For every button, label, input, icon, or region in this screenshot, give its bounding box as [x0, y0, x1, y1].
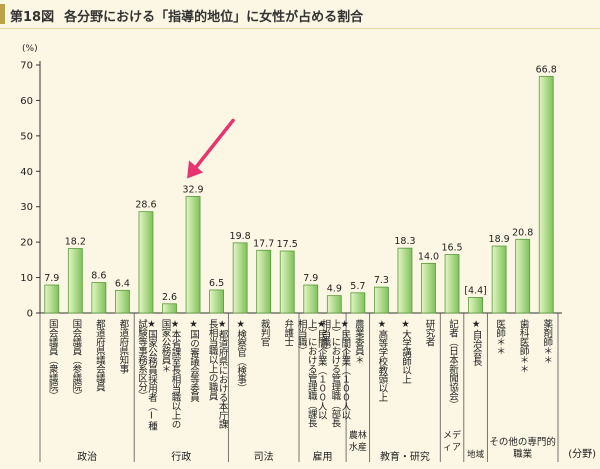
bar — [468, 297, 483, 314]
bar-value-label: [4.4] — [464, 285, 487, 296]
group-label: その他の専門的職業 — [489, 437, 556, 460]
bar — [115, 289, 130, 314]
category-label: ★国の審議会等委員 — [188, 319, 200, 402]
category-label: ★民間企業（１００人以上）における管理職（部長相当職） — [319, 319, 351, 427]
category-label: ★民間企業（１００人以上）における管理職（課長相当職） — [295, 319, 327, 427]
bar-value-label: 17.5 — [277, 239, 298, 250]
group-label: 地域 — [467, 450, 485, 460]
bar — [515, 238, 531, 314]
y-tick-label: 10 — [20, 273, 33, 284]
bar-value-label: 7.9 — [303, 273, 318, 284]
figure-title-text: 各分野における「指導的地位」に女性が占める割合 — [64, 10, 364, 25]
category-label: 記者（日本新聞協会） — [447, 319, 459, 409]
bar — [209, 289, 224, 314]
bar-value-label: 19.8 — [230, 231, 251, 242]
bar — [326, 295, 342, 314]
bar-value-label: 16.5 — [441, 243, 462, 254]
category-label: 裁判官 — [258, 319, 270, 346]
category-label: ★本省課室長相当職以上の国家公務員＊ — [159, 319, 181, 429]
bar-value-label: 4.9 — [327, 284, 342, 295]
group-label: 司法 — [253, 452, 274, 463]
bar — [44, 284, 60, 314]
bar-value-label: 17.7 — [253, 238, 274, 249]
bar — [138, 211, 154, 314]
title-accent-bar — [0, 4, 5, 24]
highlight-annotation — [187, 118, 235, 179]
category-label: 歯科医師＊＊ — [517, 319, 529, 373]
bar — [421, 262, 436, 314]
category-label: ★都道府県における本庁課長相当職以上の職員 — [206, 319, 228, 429]
bar-value-label: 6.4 — [115, 278, 130, 289]
y-tick-label: 0 — [27, 309, 33, 320]
bar — [279, 250, 295, 314]
y-axis-unit: (%) — [22, 44, 38, 54]
y-tick-label: 50 — [20, 131, 33, 142]
bar — [538, 75, 554, 314]
bar — [397, 247, 413, 314]
y-tick-label: 70 — [20, 61, 33, 72]
highlight-arrow-head — [187, 160, 204, 179]
category-label: ★自治会長 — [470, 319, 482, 366]
bar — [232, 242, 248, 314]
bar-value-label: 20.8 — [512, 227, 533, 238]
bar — [374, 286, 389, 314]
y-tick-label: 40 — [20, 167, 33, 178]
category-label: 都道府県知事 — [117, 319, 129, 373]
group-label: メディア — [443, 431, 462, 453]
group-label: 雇用 — [312, 452, 333, 463]
bar — [350, 292, 366, 314]
bar-value-label: 66.8 — [536, 64, 557, 75]
category-label: ★国家公務員採用者（Ⅰ種試験等事務系区分） — [135, 319, 157, 430]
category-label: 薬剤師＊＊ — [541, 319, 553, 364]
group-label: 行政 — [171, 452, 192, 463]
category-label: 医師＊＊ — [494, 319, 506, 355]
chart-axes: (%) 0 10 20 30 40 50 60 70 (分野) — [20, 44, 596, 462]
bar-value-label: 18.3 — [394, 236, 415, 247]
bar — [256, 249, 272, 314]
category-label: 国会議員（参議院） — [70, 319, 82, 400]
chart-bars — [44, 75, 554, 314]
chart-title: 第18図 各分野における「指導的地位」に女性が占める割合 — [10, 6, 363, 25]
y-tick-label: 30 — [20, 202, 33, 213]
y-tick-label: 20 — [20, 238, 33, 249]
bar — [444, 254, 460, 314]
chart-value-labels: 7.9 18.2 8.6 6.4 28.6 2.6 32.9 6.5 19.817.7 17.5 7… — [44, 64, 557, 302]
bar — [491, 245, 507, 314]
category-label: ★高等学校教頭以上 — [376, 319, 388, 402]
category-label: 農業委員＊ — [352, 319, 364, 364]
bar-value-label: 7.9 — [44, 273, 59, 284]
bar-value-label: 18.9 — [489, 234, 510, 245]
title-bar: 第18図 各分野における「指導的地位」に女性が占める割合 — [0, 0, 600, 29]
bar — [91, 282, 107, 314]
category-label: ★大学講師以上 — [399, 319, 411, 384]
figure-number: 第18図 — [10, 10, 55, 25]
bar-value-label: 18.2 — [65, 237, 86, 248]
bar-value-label: 28.6 — [135, 200, 156, 211]
bar-value-label: 6.5 — [209, 278, 224, 289]
bar — [303, 284, 319, 314]
bar-value-label: 8.6 — [91, 271, 106, 282]
x-axis-unit: (分野) — [568, 448, 596, 460]
category-label: 国会議員（衆議院） — [46, 319, 58, 400]
category-label: 研究者 — [423, 319, 435, 346]
bar-value-label: 5.7 — [350, 281, 365, 292]
group-label: 農林水産 — [348, 431, 367, 453]
bar — [67, 248, 83, 314]
y-tick-label: 60 — [20, 96, 33, 107]
group-label: 政治 — [77, 452, 98, 463]
group-label: 教育・研究 — [379, 452, 430, 463]
category-label: 都道府県議会議員 — [93, 319, 105, 391]
bar-value-label: 14.0 — [418, 251, 439, 262]
bar — [162, 303, 177, 314]
bar-value-label: 32.9 — [182, 184, 203, 195]
highlight-arrow-shaft — [193, 118, 235, 171]
bar-value-label: 2.6 — [162, 292, 177, 303]
bar-value-label: 7.3 — [374, 275, 389, 286]
category-label: ★検察官（検事） — [235, 319, 247, 393]
category-label: 弁護士 — [282, 319, 294, 346]
bar — [185, 196, 201, 314]
